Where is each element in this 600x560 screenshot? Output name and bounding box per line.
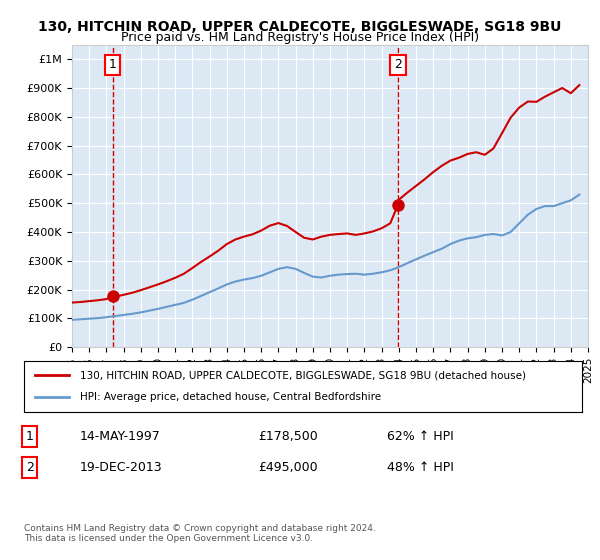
- Text: 1: 1: [26, 430, 34, 443]
- Text: 2: 2: [394, 58, 402, 72]
- Text: HPI: Average price, detached house, Central Bedfordshire: HPI: Average price, detached house, Cent…: [80, 393, 381, 403]
- Text: 1: 1: [109, 58, 117, 72]
- Text: 48% ↑ HPI: 48% ↑ HPI: [387, 461, 454, 474]
- Text: £178,500: £178,500: [259, 430, 318, 443]
- Text: £495,000: £495,000: [259, 461, 318, 474]
- Text: 2: 2: [26, 461, 34, 474]
- Text: 14-MAY-1997: 14-MAY-1997: [80, 430, 161, 443]
- Text: Price paid vs. HM Land Registry's House Price Index (HPI): Price paid vs. HM Land Registry's House …: [121, 31, 479, 44]
- Text: 19-DEC-2013: 19-DEC-2013: [80, 461, 163, 474]
- Text: Contains HM Land Registry data © Crown copyright and database right 2024.
This d: Contains HM Land Registry data © Crown c…: [24, 524, 376, 543]
- Text: 130, HITCHIN ROAD, UPPER CALDECOTE, BIGGLESWADE, SG18 9BU (detached house): 130, HITCHIN ROAD, UPPER CALDECOTE, BIGG…: [80, 370, 526, 380]
- Text: 130, HITCHIN ROAD, UPPER CALDECOTE, BIGGLESWADE, SG18 9BU: 130, HITCHIN ROAD, UPPER CALDECOTE, BIGG…: [38, 20, 562, 34]
- Text: 62% ↑ HPI: 62% ↑ HPI: [387, 430, 454, 443]
